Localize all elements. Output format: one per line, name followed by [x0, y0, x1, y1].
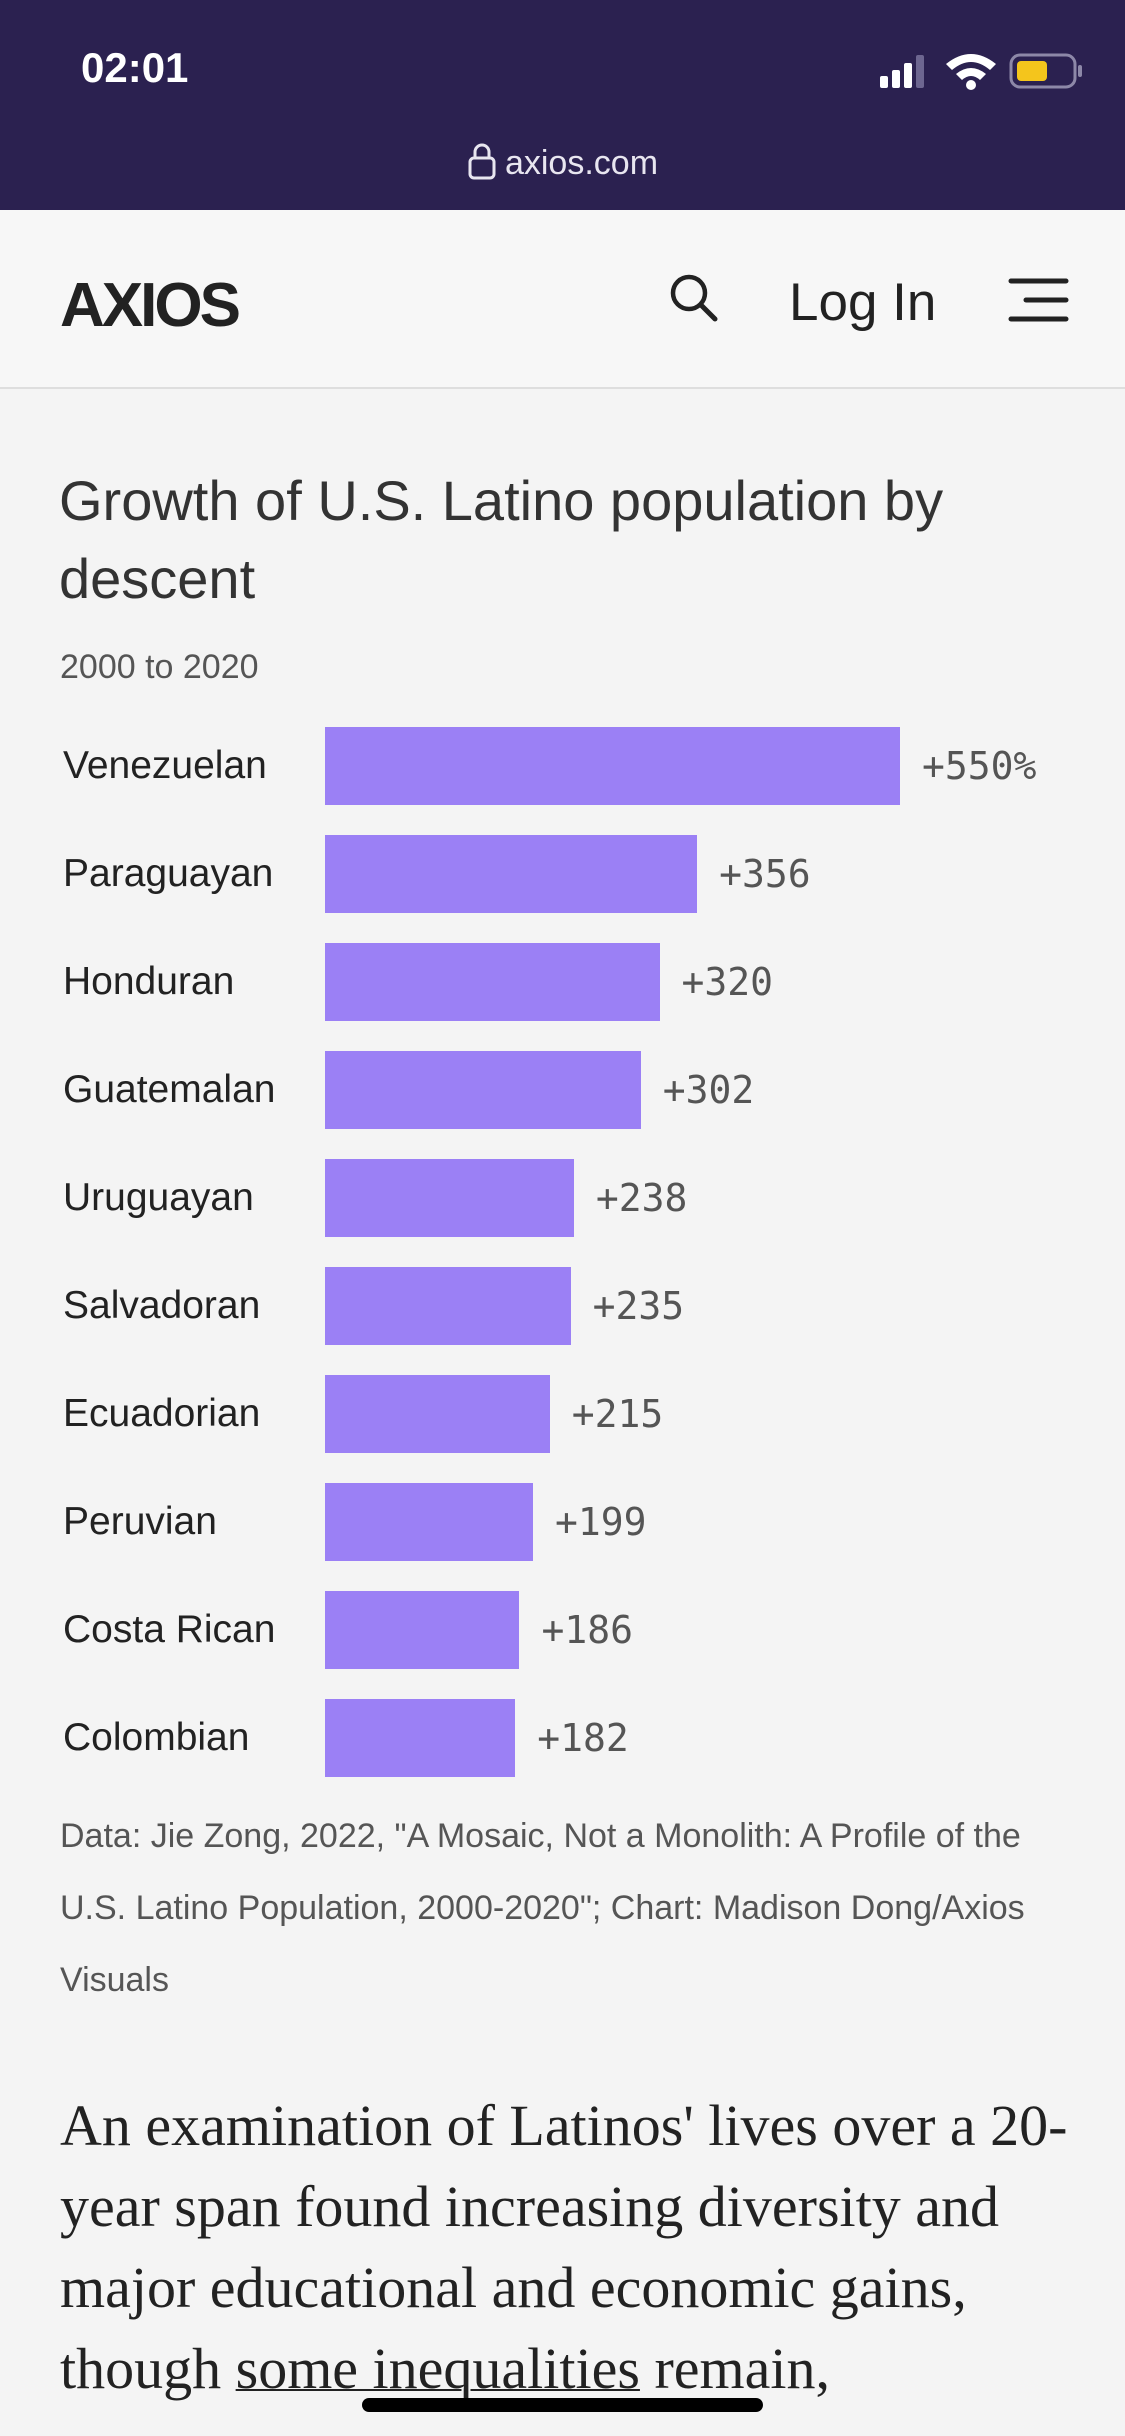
home-indicator — [362, 2398, 763, 2412]
value-label: +186 — [541, 1608, 633, 1652]
bar — [325, 1267, 571, 1345]
value-label: +550% — [922, 744, 1037, 788]
bar — [325, 1159, 574, 1237]
category-label: Ecuadorian — [63, 1392, 261, 1435]
bar — [325, 727, 900, 805]
value-label: +215 — [571, 1392, 664, 1436]
value-label: +182 — [537, 1716, 629, 1760]
category-label: Guatemalan — [63, 1068, 276, 1111]
category-label: Costa Rican — [63, 1608, 276, 1651]
bar — [325, 1051, 641, 1129]
value-label: +320 — [681, 960, 774, 1004]
lock-icon — [468, 143, 496, 180]
value-label: +356 — [719, 852, 811, 896]
clock: 02:01 — [81, 44, 189, 91]
chart-source: Data: Jie Zong, 2022, "A Mosaic, Not a M… — [60, 1817, 1025, 1999]
category-label: Honduran — [63, 960, 235, 1003]
value-label: +235 — [592, 1284, 685, 1328]
category-label: Salvadoran — [63, 1284, 261, 1327]
value-label: +199 — [555, 1500, 647, 1544]
url-text: axios.com — [504, 144, 659, 182]
bar — [325, 943, 660, 1021]
chart: Venezuelan +550% Paraguayan +356 Honduran +32… — [0, 727, 1125, 1807]
article-text: remain, — [639, 2336, 830, 2401]
article-paragraph: An examination of Latinos' lives over a … — [60, 2085, 1080, 2409]
menu-icon[interactable] — [1008, 276, 1070, 324]
category-label: Colombian — [63, 1716, 250, 1759]
category-label: Paraguayan — [63, 852, 274, 895]
login-button[interactable]: Log In — [789, 273, 937, 332]
category-label: Venezuelan — [63, 744, 267, 787]
value-label: +238 — [595, 1176, 688, 1220]
chart-title: Growth of U.S. Latino population by desc… — [59, 469, 944, 610]
chart-subtitle: 2000 to 2020 — [60, 648, 259, 686]
status-icons — [880, 53, 1082, 90]
search-icon[interactable] — [668, 272, 720, 324]
bar — [325, 1591, 520, 1669]
article-text: An examination of Latinos' lives over a … — [60, 2093, 1068, 2401]
bar — [325, 1483, 534, 1561]
bar — [325, 835, 698, 913]
category-label: Uruguayan — [63, 1176, 254, 1219]
article-link[interactable]: some inequalities — [235, 2336, 640, 2401]
site-header: AXIOS Log In — [0, 210, 1125, 389]
bar — [325, 1699, 516, 1777]
value-label: +302 — [662, 1068, 755, 1112]
address-bar[interactable]: axios.com — [0, 142, 1125, 183]
category-label: Peruvian — [63, 1500, 217, 1543]
logo[interactable]: AXIOS — [60, 271, 241, 340]
bar — [325, 1375, 550, 1453]
status-bar: 02:01 axios.com — [0, 0, 1125, 210]
